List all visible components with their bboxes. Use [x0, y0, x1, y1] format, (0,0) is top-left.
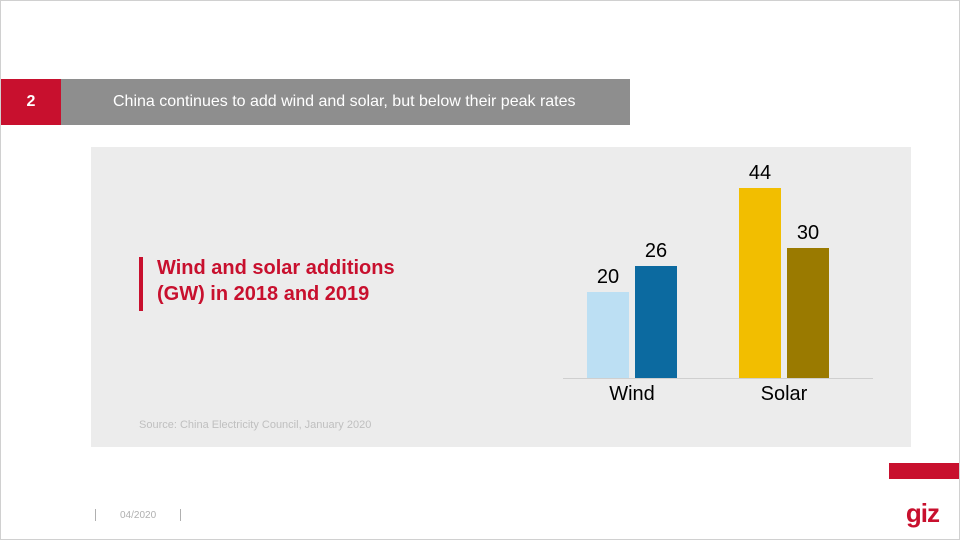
plot-area: 20264430 — [563, 189, 873, 379]
accent-block — [889, 463, 959, 479]
chart-title-line1: Wind and solar additions — [157, 257, 395, 279]
bar-value-label: 44 — [749, 162, 771, 185]
source-text: Source: China Electricity Council, Janua… — [139, 419, 371, 431]
slide-title: China continues to add wind and solar, b… — [61, 79, 630, 125]
bar-value-label: 26 — [645, 240, 667, 263]
chart-panel: Wind and solar additions (GW) in 2018 an… — [91, 147, 911, 447]
bar-group: 4430 — [739, 188, 829, 378]
accent-bar — [139, 257, 143, 311]
bar-value-label: 30 — [797, 222, 819, 245]
slide: 2 China continues to add wind and solar,… — [0, 0, 960, 540]
footer-separator — [180, 509, 181, 521]
brand-logo: giz — [906, 498, 939, 529]
chart-title-line2: (GW) in 2018 and 2019 — [157, 283, 369, 305]
bar: 44 — [739, 188, 781, 378]
bar: 30 — [787, 248, 829, 378]
page-number: 2 — [1, 79, 61, 125]
footer-date: 04/2020 — [120, 510, 156, 521]
bar-value-label: 20 — [597, 266, 619, 289]
category-axis: Wind Solar — [563, 383, 873, 413]
category-label: Wind — [587, 383, 677, 406]
chart-title-block: Wind and solar additions (GW) in 2018 an… — [139, 255, 395, 311]
bar-chart: 20264430 WindSolar — [563, 167, 873, 427]
bar-group: 2026 — [587, 266, 677, 378]
bar: 26 — [635, 266, 677, 378]
category-label: Solar — [739, 383, 829, 406]
title-band: 2 China continues to add wind and solar,… — [1, 79, 630, 125]
chart-title: Wind and solar additions (GW) in 2018 an… — [157, 255, 395, 307]
footer: 04/2020 — [95, 509, 181, 521]
footer-separator — [95, 509, 96, 521]
bar: 20 — [587, 292, 629, 378]
